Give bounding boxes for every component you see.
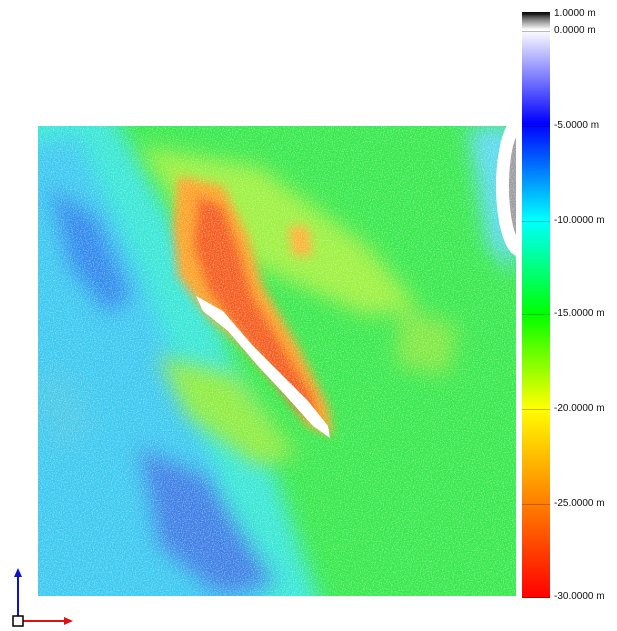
colorbar-tick-label: -5.0000 m: [554, 120, 600, 131]
color-scale-bar: [522, 12, 550, 598]
colorbar-tick-label: -25.0000 m: [554, 498, 605, 509]
colorbar-tick-line: [522, 504, 550, 505]
colorbar-tick-line: [522, 14, 550, 15]
colorbar-tick-label: -15.0000 m: [554, 308, 605, 319]
colorbar-tick-line: [522, 126, 550, 127]
colorbar-tick-label: -20.0000 m: [554, 403, 605, 414]
axis-gizmo: [12, 568, 73, 627]
point-noise: [38, 126, 516, 596]
colorbar-tick-label: 1.0000 m: [554, 8, 596, 19]
colorbar-tick-line: [522, 597, 550, 598]
y-axis-arrowhead: [14, 568, 22, 577]
colorbar-tick-line: [522, 221, 550, 222]
x-axis-arrowhead: [64, 617, 73, 625]
colorbar-tick-label: -30.0000 m: [554, 591, 605, 602]
colorbar-tick-label: -10.0000 m: [554, 215, 605, 226]
depth-map[interactable]: [38, 126, 516, 596]
colorbar-tick-line: [522, 314, 550, 315]
colorbar-tick-label: 0.0000 m: [554, 25, 596, 36]
colorbar-tick-line: [522, 409, 550, 410]
origin-box: [12, 615, 24, 627]
colorbar-tick-line: [522, 31, 550, 32]
